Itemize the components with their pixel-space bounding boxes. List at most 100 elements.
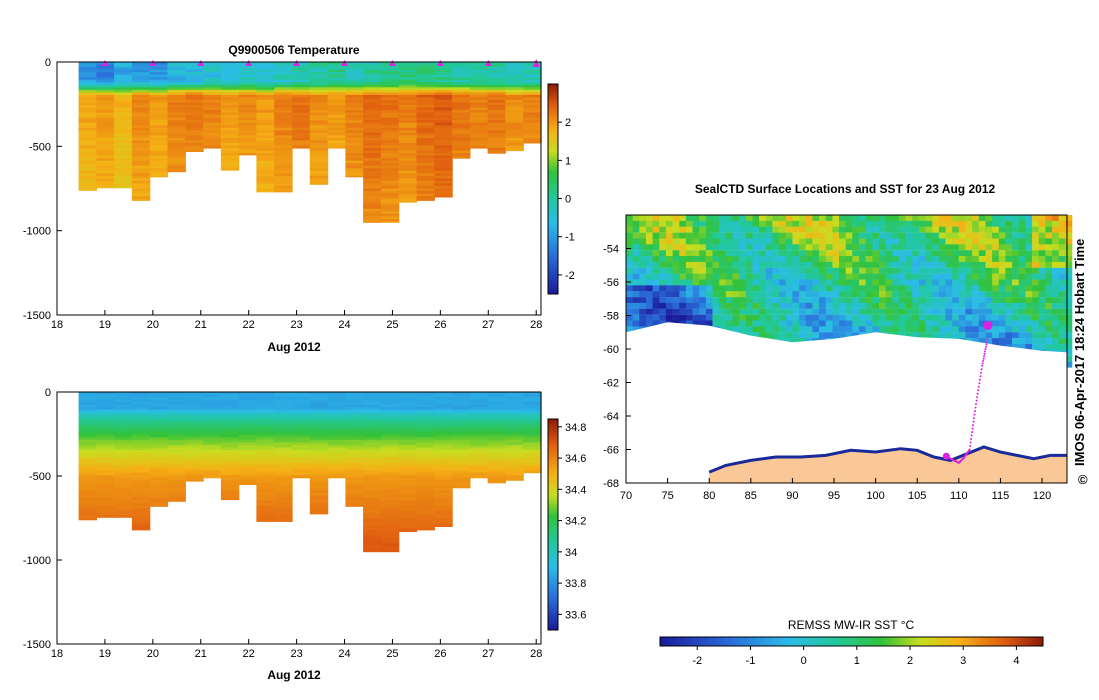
sst-cell: [652, 285, 660, 292]
sst-cell: [785, 308, 793, 315]
sst-cell: [1005, 244, 1013, 251]
sst-cell: [885, 232, 893, 239]
sst-cell: [1018, 256, 1026, 262]
sst-cell: [1058, 314, 1066, 321]
sst-cell: [752, 250, 760, 257]
sst-cell: [905, 238, 913, 245]
track-point: [984, 350, 986, 353]
heatmap-cell: [345, 422, 364, 426]
heatmap-cell: [238, 392, 257, 396]
heatmap-cell: [96, 432, 115, 436]
heatmap-cell: [363, 427, 382, 431]
sst-cell: [865, 279, 873, 286]
sst-cell: [1065, 256, 1073, 262]
sst-cell: [679, 238, 687, 245]
sst-cell: [859, 291, 866, 298]
sst-cell: [1058, 332, 1066, 339]
heatmap-cell: [185, 64, 204, 68]
heatmap-cell: [327, 72, 346, 76]
heatmap-cell: [327, 82, 346, 86]
heatmap-cell: [363, 394, 382, 398]
sst-cell: [779, 215, 787, 221]
sst-cell: [872, 326, 880, 333]
heatmap-cell: [469, 437, 489, 441]
sst-cell: [945, 250, 953, 257]
heatmap-cell: [256, 186, 275, 190]
colorbar-tick-label: -2: [565, 270, 575, 282]
sst-cell: [965, 326, 973, 333]
heatmap-cell: [238, 130, 257, 134]
heatmap-cell: [131, 120, 151, 124]
heatmap-cell: [345, 450, 364, 454]
heatmap-cell: [327, 87, 346, 91]
sst-cell: [952, 308, 960, 315]
sst-cell: [898, 297, 906, 304]
sst-cell: [1012, 302, 1020, 309]
heatmap-cell: [78, 505, 97, 509]
heatmap-cell: [309, 175, 329, 179]
heatmap-cell: [185, 89, 204, 93]
heatmap-cell: [220, 168, 240, 171]
sst-cell: [732, 256, 740, 262]
heatmap-cell: [380, 482, 400, 486]
heatmap-cell: [398, 515, 418, 519]
heatmap-cell: [114, 492, 133, 496]
sst-cell: [985, 238, 993, 245]
heatmap-cell: [149, 117, 169, 121]
heatmap-cell: [469, 409, 489, 413]
heatmap-cell: [96, 117, 115, 121]
sst-cell: [705, 267, 713, 274]
heatmap-cell: [131, 424, 151, 428]
sst-cell: [652, 261, 660, 268]
sst-cell: [1065, 291, 1073, 298]
sst-cell: [652, 308, 660, 315]
sst-cell: [972, 261, 980, 268]
sst-cell: [792, 291, 800, 298]
heatmap-cell: [345, 89, 364, 93]
sst-cell: [705, 256, 713, 262]
heatmap-cell: [363, 72, 382, 76]
sst-cell: [865, 261, 873, 268]
sst-cell: [852, 267, 860, 274]
heatmap-cell: [114, 424, 133, 428]
heatmap-cell: [398, 412, 418, 416]
sst-cell: [879, 297, 886, 304]
sst-cell: [945, 302, 953, 309]
sst-cell: [825, 256, 833, 262]
heatmap-cell: [523, 417, 542, 421]
sst-cell: [719, 285, 727, 292]
heatmap-cell: [345, 480, 364, 484]
heatmap-cell: [292, 135, 311, 139]
sst-cell: [1018, 244, 1026, 251]
sst-cell: [732, 226, 740, 233]
y-tick-label: -500: [29, 471, 51, 483]
heatmap-cell: [131, 69, 151, 73]
heatmap-cell: [203, 429, 222, 433]
heatmap-cell: [114, 180, 133, 184]
heatmap-cell: [274, 92, 293, 96]
heatmap-cell: [131, 178, 151, 182]
heatmap-cell: [131, 472, 151, 476]
heatmap-cell: [131, 102, 151, 106]
sst-cell: [1052, 297, 1059, 304]
heatmap-cell: [292, 399, 311, 403]
heatmap-cell: [256, 67, 275, 71]
heatmap-cell: [78, 145, 97, 149]
heatmap-cell: [380, 455, 400, 459]
heatmap-cell: [452, 424, 471, 428]
heatmap-cell: [78, 112, 97, 116]
heatmap-cell: [167, 447, 186, 451]
heatmap-cell: [167, 130, 186, 134]
sst-cell: [799, 279, 807, 286]
sst-cell: [952, 250, 960, 257]
heatmap-cell: [220, 125, 240, 129]
heatmap-cell: [131, 132, 151, 136]
sst-cell: [998, 302, 1006, 309]
sst-cell: [918, 308, 926, 315]
sst-cell: [799, 338, 807, 345]
sst-cell: [1038, 215, 1046, 221]
heatmap-cell: [220, 492, 240, 496]
heatmap-cell: [380, 434, 400, 438]
sst-cell: [672, 308, 680, 315]
heatmap-cell: [185, 442, 204, 446]
